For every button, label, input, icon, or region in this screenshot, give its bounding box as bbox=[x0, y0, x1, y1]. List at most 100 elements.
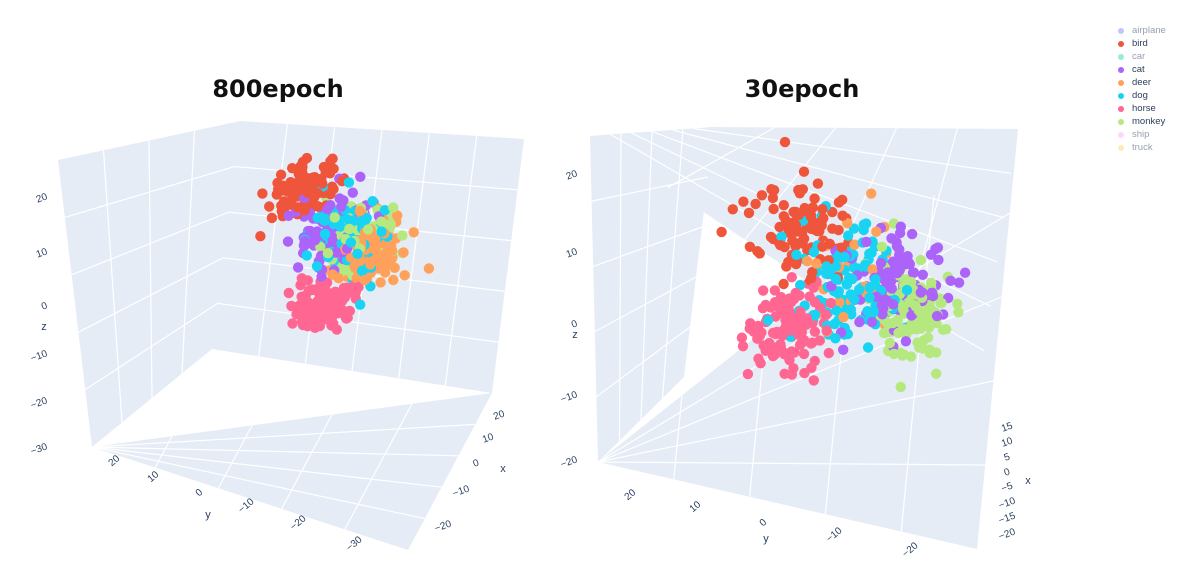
point-cat[interactable] bbox=[900, 336, 912, 347]
point-monkey[interactable] bbox=[888, 348, 900, 360]
point-deer[interactable] bbox=[398, 247, 409, 258]
point-bird[interactable] bbox=[307, 172, 319, 183]
point-horse[interactable] bbox=[809, 326, 821, 337]
point-bird[interactable] bbox=[295, 202, 306, 213]
point-bird[interactable] bbox=[275, 169, 287, 180]
point-deer[interactable] bbox=[399, 270, 410, 281]
point-bird[interactable] bbox=[824, 238, 835, 249]
point-cat[interactable] bbox=[347, 187, 358, 198]
point-horse[interactable] bbox=[756, 327, 767, 338]
point-horse[interactable] bbox=[769, 285, 781, 296]
point-cat[interactable] bbox=[309, 235, 321, 246]
point-horse[interactable] bbox=[755, 358, 766, 369]
point-horse[interactable] bbox=[301, 302, 313, 313]
point-dog[interactable] bbox=[869, 279, 881, 290]
point-dog[interactable] bbox=[862, 342, 874, 353]
point-dog[interactable] bbox=[901, 284, 913, 296]
point-bird[interactable] bbox=[778, 278, 789, 290]
point-horse[interactable] bbox=[781, 348, 792, 359]
legend-item-airplane[interactable]: airplane bbox=[1118, 24, 1166, 37]
point-bird[interactable] bbox=[317, 178, 328, 189]
point-bird[interactable] bbox=[756, 190, 768, 201]
point-dog[interactable] bbox=[776, 231, 787, 242]
point-dog[interactable] bbox=[795, 279, 806, 291]
point-deer[interactable] bbox=[871, 226, 882, 237]
point-deer[interactable] bbox=[369, 244, 380, 255]
point-monkey[interactable] bbox=[911, 324, 922, 335]
point-dog[interactable] bbox=[319, 215, 330, 226]
point-horse[interactable] bbox=[808, 282, 819, 293]
point-bird[interactable] bbox=[754, 248, 765, 259]
point-deer[interactable] bbox=[365, 259, 376, 270]
point-bird[interactable] bbox=[805, 211, 816, 222]
point-cat[interactable] bbox=[300, 237, 311, 249]
point-deer[interactable] bbox=[392, 210, 403, 221]
point-bird[interactable] bbox=[837, 210, 848, 221]
point-cat[interactable] bbox=[925, 249, 937, 260]
point-monkey[interactable] bbox=[362, 224, 374, 235]
point-horse[interactable] bbox=[297, 319, 309, 331]
point-bird[interactable] bbox=[325, 156, 336, 167]
point-bird[interactable] bbox=[797, 238, 808, 249]
point-bird[interactable] bbox=[744, 241, 756, 252]
point-dog[interactable] bbox=[847, 273, 858, 285]
point-bird[interactable] bbox=[779, 241, 790, 253]
point-cat[interactable] bbox=[292, 262, 304, 273]
point-cat[interactable] bbox=[355, 171, 366, 182]
point-monkey[interactable] bbox=[878, 328, 890, 339]
legend-item-truck[interactable]: truck bbox=[1118, 141, 1166, 154]
point-horse[interactable] bbox=[309, 307, 321, 318]
point-bird[interactable] bbox=[312, 201, 324, 212]
point-cat[interactable] bbox=[886, 283, 897, 294]
legend-item-dog[interactable]: dog bbox=[1118, 89, 1166, 102]
point-bird[interactable] bbox=[308, 192, 320, 203]
point-bird[interactable] bbox=[743, 207, 755, 219]
data-points[interactable] bbox=[255, 152, 435, 335]
point-cat[interactable] bbox=[959, 267, 971, 278]
point-cat[interactable] bbox=[336, 201, 347, 212]
point-horse[interactable] bbox=[767, 350, 779, 362]
point-bird[interactable] bbox=[292, 186, 304, 197]
legend-item-cat[interactable]: cat bbox=[1118, 63, 1166, 76]
point-monkey[interactable] bbox=[916, 315, 928, 326]
point-bird[interactable] bbox=[738, 196, 749, 207]
point-monkey[interactable] bbox=[895, 381, 906, 393]
point-cat[interactable] bbox=[887, 256, 899, 267]
point-deer[interactable] bbox=[408, 227, 419, 238]
point-dog[interactable] bbox=[843, 230, 854, 241]
point-horse[interactable] bbox=[786, 272, 797, 283]
point-horse[interactable] bbox=[806, 362, 817, 373]
data-points[interactable] bbox=[716, 136, 971, 393]
scene-30epoch[interactable]: 20100−10−2020100−10−20151050−5−10−15−20z… bbox=[559, 126, 1031, 560]
point-bird[interactable] bbox=[255, 231, 266, 242]
point-bird[interactable] bbox=[328, 183, 339, 195]
point-dog[interactable] bbox=[833, 286, 844, 297]
point-horse[interactable] bbox=[794, 339, 806, 351]
point-dog[interactable] bbox=[830, 333, 841, 344]
point-horse[interactable] bbox=[737, 341, 749, 352]
point-cat[interactable] bbox=[953, 277, 965, 288]
point-bird[interactable] bbox=[793, 225, 804, 236]
point-cat[interactable] bbox=[875, 257, 887, 269]
point-bird[interactable] bbox=[816, 220, 827, 231]
point-bird[interactable] bbox=[257, 188, 268, 199]
point-bird[interactable] bbox=[750, 198, 761, 210]
point-bird[interactable] bbox=[287, 163, 298, 174]
point-cat[interactable] bbox=[894, 249, 905, 261]
point-dog[interactable] bbox=[830, 273, 842, 285]
point-bird[interactable] bbox=[768, 203, 779, 215]
point-horse[interactable] bbox=[748, 326, 759, 337]
point-monkey[interactable] bbox=[397, 230, 408, 241]
point-dog[interactable] bbox=[379, 205, 391, 216]
point-deer[interactable] bbox=[849, 239, 860, 250]
point-horse[interactable] bbox=[794, 290, 805, 301]
point-deer[interactable] bbox=[834, 297, 845, 308]
point-dog[interactable] bbox=[319, 228, 331, 240]
point-cat[interactable] bbox=[304, 225, 316, 237]
point-monkey[interactable] bbox=[905, 351, 917, 362]
point-bird[interactable] bbox=[806, 272, 817, 284]
point-dog[interactable] bbox=[356, 265, 368, 277]
point-bird[interactable] bbox=[812, 178, 824, 189]
point-bird[interactable] bbox=[807, 202, 818, 213]
